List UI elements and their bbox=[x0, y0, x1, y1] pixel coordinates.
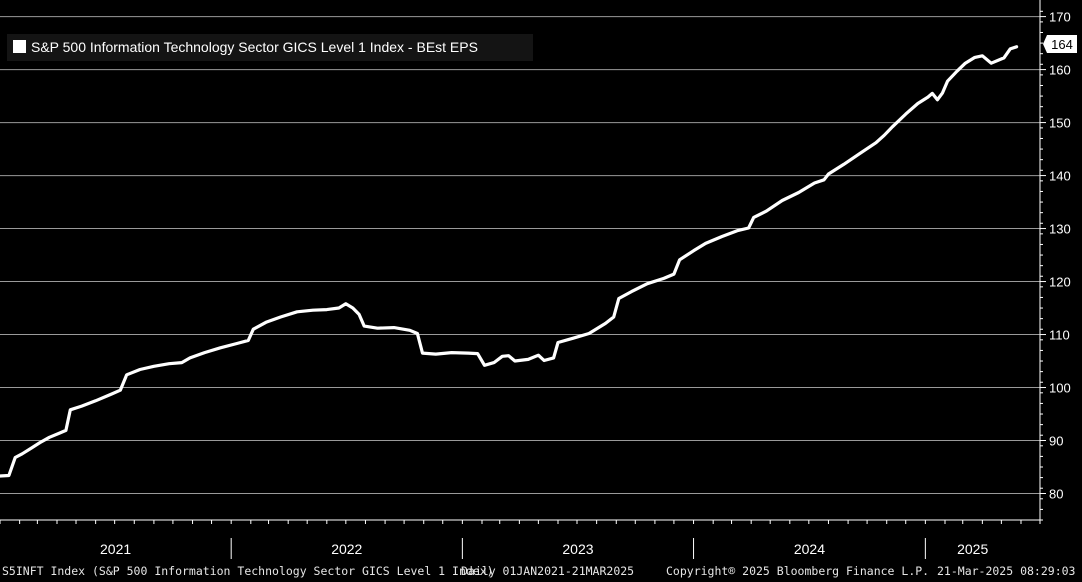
y-tick-label: 140 bbox=[1049, 169, 1071, 184]
footer-date-range: Daily 01JAN2021-21MAR2025 bbox=[461, 564, 635, 578]
footer-copyright: Copyright® 2025 Bloomberg Finance L.P. bbox=[666, 564, 930, 578]
legend-box bbox=[7, 34, 533, 61]
legend: S&P 500 Information Technology Sector GI… bbox=[7, 34, 533, 61]
y-axis: 80 90 100 110 120 130 140 150 160 170 bbox=[1039, 0, 1071, 521]
legend-label: S&P 500 Information Technology Sector GI… bbox=[31, 39, 478, 55]
y-tick-label: 120 bbox=[1049, 275, 1071, 290]
y-tick-label: 80 bbox=[1049, 487, 1063, 502]
x-tick-label: 2025 bbox=[957, 541, 988, 557]
series-layer bbox=[0, 45, 1019, 478]
last-value-label: 164 bbox=[1051, 37, 1073, 52]
last-value-marker: 164 bbox=[1043, 35, 1077, 53]
chart-background bbox=[0, 0, 1082, 561]
grid-lines bbox=[0, 16, 1040, 495]
y-tick-label: 100 bbox=[1049, 381, 1071, 396]
y-tick-label: 160 bbox=[1049, 63, 1071, 78]
series-line bbox=[0, 45, 1019, 478]
y-tick-label: 90 bbox=[1049, 434, 1063, 449]
y-tick-label: 170 bbox=[1049, 10, 1071, 25]
x-tick-label: 2021 bbox=[100, 541, 131, 557]
y-tick-label: 110 bbox=[1049, 328, 1070, 343]
y-tick-label: 130 bbox=[1049, 222, 1071, 237]
legend-swatch bbox=[13, 40, 26, 53]
last-value-badge bbox=[1043, 35, 1077, 53]
x-tick-label: 2024 bbox=[794, 541, 825, 557]
footer-ticker: S5INFT Index (S&P 500 Information Techno… bbox=[2, 564, 494, 578]
x-tick-label: 2022 bbox=[331, 541, 362, 557]
eps-line-chart: 2021 2022 2023 2024 2025 80 90 100 110 120 130 140… bbox=[0, 0, 1082, 561]
x-axis: 2021 2022 2023 2024 2025 bbox=[0, 519, 1041, 559]
footer-timestamp: 21-Mar-2025 08:29:03 bbox=[937, 564, 1076, 578]
y-tick-label: 150 bbox=[1049, 116, 1071, 131]
chart-footer: S5INFT Index (S&P 500 Information Techno… bbox=[0, 561, 1082, 582]
x-tick-label: 2023 bbox=[562, 541, 593, 557]
